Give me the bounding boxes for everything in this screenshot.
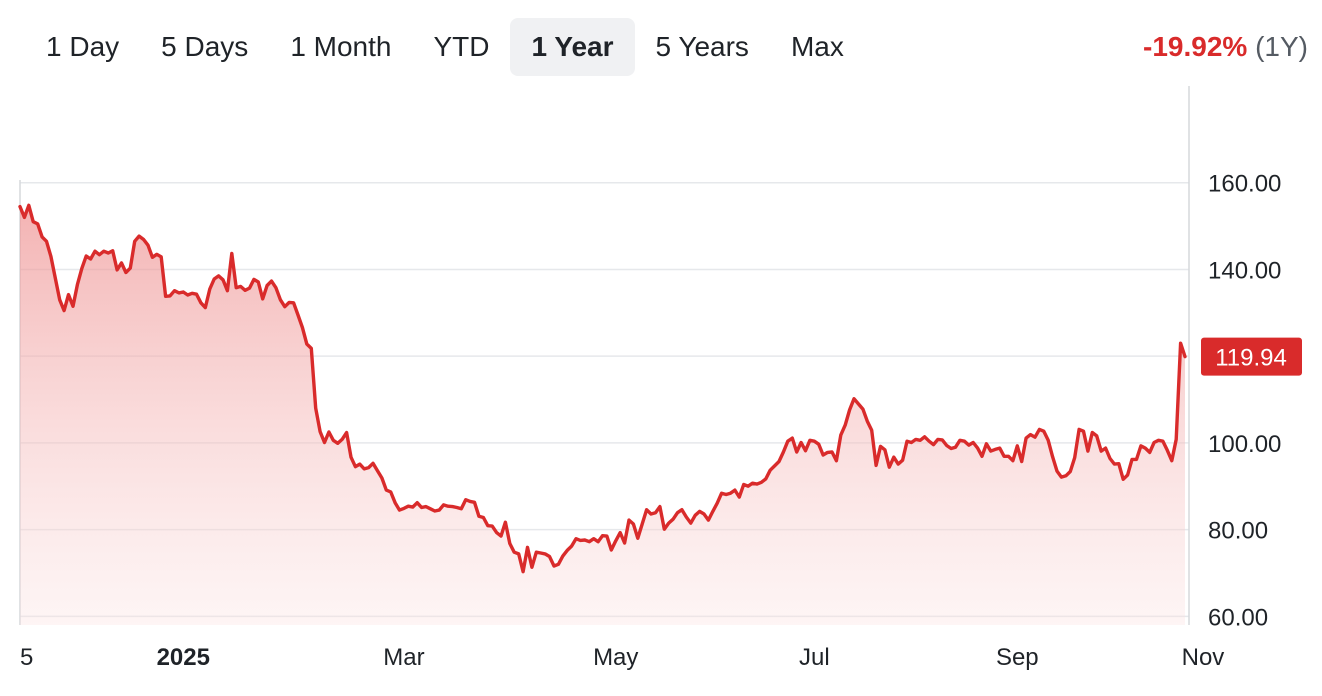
x-tick-label: Sep bbox=[996, 644, 1039, 671]
price-change: -19.92% (1Y) bbox=[1143, 18, 1308, 76]
last-price-label: 119.94 bbox=[1215, 345, 1287, 372]
last-price-badge bbox=[1201, 337, 1302, 376]
tab-5-years[interactable]: 5 Years bbox=[655, 31, 749, 62]
x-tick-label: Mar bbox=[383, 644, 424, 671]
tab-max[interactable]: Max bbox=[790, 31, 844, 62]
change-period: (1Y) bbox=[1255, 31, 1308, 62]
y-tick-label: 160.00 bbox=[1208, 171, 1281, 198]
x-tick-label: Jul bbox=[799, 644, 830, 671]
y-tick-label: 140.00 bbox=[1208, 257, 1281, 284]
y-tick-label: 80.00 bbox=[1208, 518, 1268, 545]
x-tick-label: 2025 bbox=[157, 644, 210, 671]
tab-1-year[interactable]: 1 Year bbox=[510, 18, 635, 76]
x-tick-label: May bbox=[593, 644, 638, 671]
tab-5-days[interactable]: 5 Days bbox=[161, 31, 249, 62]
x-tick-label: Nov bbox=[1182, 644, 1225, 671]
y-tick-label: 60.00 bbox=[1208, 604, 1268, 631]
x-tick-label: 5 bbox=[20, 644, 33, 671]
price-line bbox=[18, 203, 1187, 574]
tab-ytd[interactable]: YTD bbox=[433, 31, 490, 62]
price-area bbox=[20, 205, 1185, 626]
tab-1-day[interactable]: 1 Day bbox=[46, 31, 120, 62]
y-tick-label: 100.00 bbox=[1208, 431, 1281, 458]
range-tabs: 1 Day 5 Days 1 Month YTD 1 Year 5 Years … bbox=[0, 18, 865, 76]
tab-1-month[interactable]: 1 Month bbox=[290, 31, 392, 62]
change-percent: -19.92% bbox=[1143, 31, 1248, 62]
